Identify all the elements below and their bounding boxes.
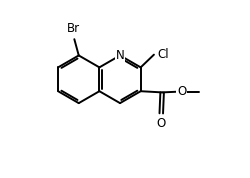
- Text: O: O: [157, 117, 166, 130]
- Text: Cl: Cl: [158, 48, 170, 61]
- Text: O: O: [177, 85, 186, 98]
- Text: Br: Br: [67, 22, 80, 35]
- Text: N: N: [116, 49, 124, 62]
